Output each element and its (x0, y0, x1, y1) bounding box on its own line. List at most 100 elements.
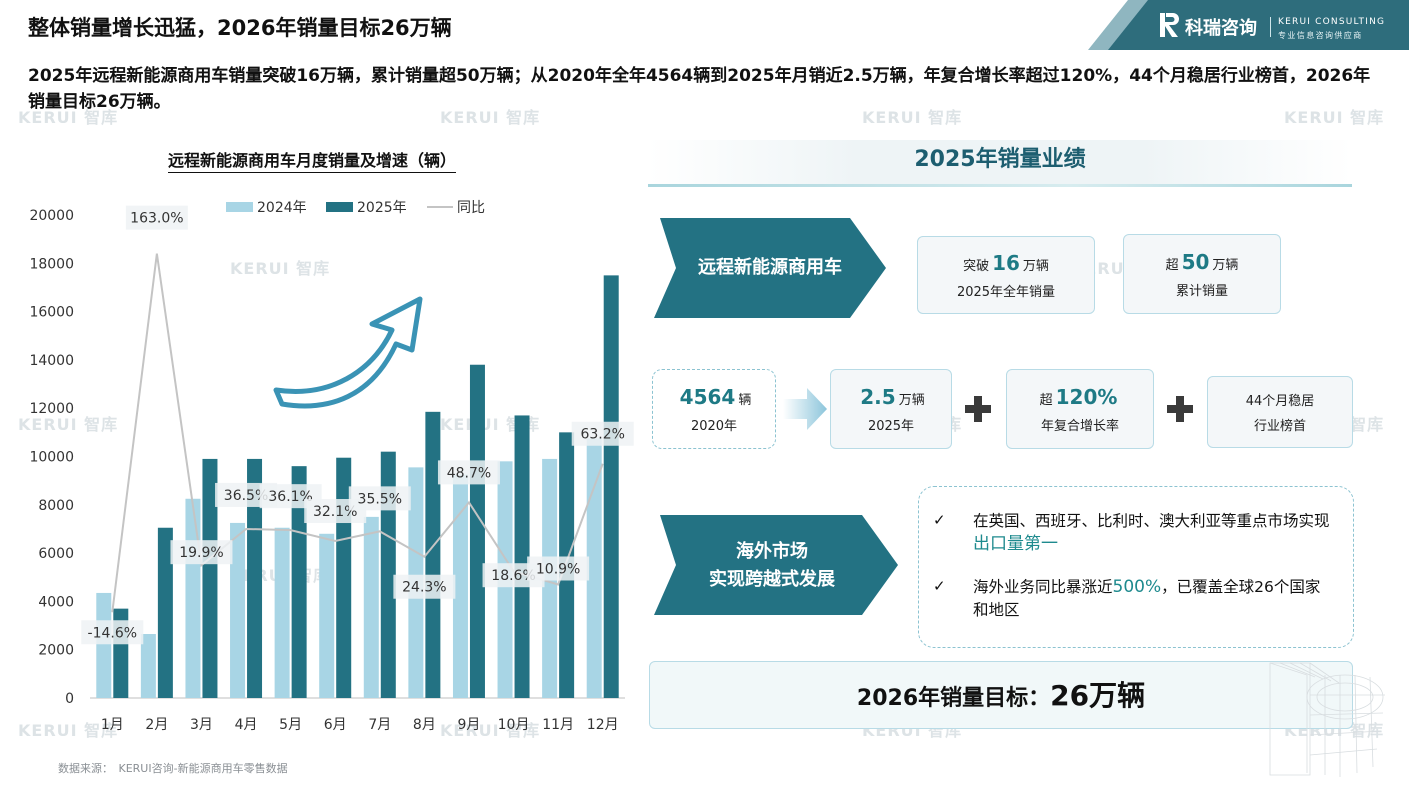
label-arrow-commercial (654, 218, 886, 318)
data-label-bg (348, 486, 411, 511)
data-label-bg (125, 205, 188, 230)
stat-box-annual: 突破 16 万辆 2025年全年销量 (917, 236, 1095, 314)
bar-2025 (425, 411, 441, 698)
growth-trend-arrow-icon (273, 296, 423, 409)
bar-2024 (586, 438, 602, 698)
yoy-data-label: 36.5% (224, 488, 268, 504)
y-tick-label: 20000 (29, 208, 74, 224)
bar-2024 (185, 498, 201, 698)
y-tick-label: 2000 (38, 643, 74, 659)
summary-text: 2025年远程新能源商用车销量突破16万辆，累计销量超50万辆；从2020年全年… (28, 66, 1371, 112)
bar-2024 (319, 533, 335, 698)
stat-unit: 万辆 (1212, 257, 1239, 273)
y-tick-label: 6000 (38, 546, 74, 562)
stat-box-2020: 4564 辆 2020年 (652, 369, 776, 449)
stat-box-cagr: 超 120% 年复合增长率 (1006, 369, 1154, 449)
x-tick-label: 2月 (145, 717, 168, 733)
check-icon: ✓ (933, 511, 946, 529)
bullet-text: 在英国、西班牙、比利时、澳大利亚等重点市场实现 (973, 512, 1330, 530)
performance-title: 2025年销量业绩 (648, 140, 1352, 184)
stat-box-cumulative: 超 50 万辆 累计销量 (1123, 234, 1281, 314)
performance-title-underline (648, 184, 1352, 187)
yoy-data-label: 19.9% (179, 545, 223, 561)
bar-2024 (230, 522, 246, 698)
stat-caption: 2025年 (867, 418, 915, 434)
overseas-details: ✓ 在英国、西班牙、比利时、澳大利亚等重点市场实现出口量第一 ✓ 海外业务同比暴… (918, 486, 1354, 648)
overseas-label-line2: 实现跨越式发展 (709, 569, 835, 590)
stat-unit: 辆 (738, 392, 752, 408)
stat-prefix: 超 (1165, 257, 1179, 273)
check-icon: ✓ (933, 577, 946, 595)
y-tick-label: 12000 (29, 401, 74, 417)
legend-swatch-2024 (226, 202, 253, 212)
stat-value: 2.5 (860, 384, 896, 409)
label-arrow-overseas (654, 515, 898, 615)
brand-separator (1270, 17, 1271, 37)
overseas-bullet-1: 在英国、西班牙、比利时、澳大利亚等重点市场实现出口量第一 (973, 510, 1333, 556)
x-tick-label: 6月 (324, 717, 347, 733)
sales-target: 2026年销量目标：26万辆 (649, 661, 1353, 729)
growth-arrow-icon (783, 388, 827, 430)
bar-2025 (202, 458, 218, 698)
highlight-text: 出口量第一 (973, 534, 1058, 554)
bar-2025 (514, 415, 530, 698)
page-title: 整体销量增长迅猛，2026年销量目标26万辆 (28, 16, 452, 40)
bar-2025 (603, 275, 619, 698)
x-tick-label: 5月 (279, 717, 302, 733)
highlight-text: 500% (1112, 577, 1162, 597)
wireframe-decoration (1269, 662, 1385, 777)
x-tick-label: 8月 (413, 717, 436, 733)
x-tick-label: 10月 (498, 717, 530, 733)
x-tick-label: 1月 (101, 717, 124, 733)
stat-unit: 万辆 (1022, 258, 1049, 274)
stat-caption: 2025年全年销量 (956, 284, 1056, 300)
x-tick-label: 3月 (190, 717, 213, 733)
x-tick-label: 9月 (457, 717, 480, 733)
bar-2024 (452, 474, 468, 698)
legend-label-2024: 2024年 (257, 200, 307, 216)
data-label-bg (527, 556, 590, 581)
stat-unit: 万辆 (898, 392, 925, 408)
yoy-data-label: -14.6% (88, 625, 138, 641)
stat-text: 44个月稳居 (1245, 394, 1315, 409)
stat-caption: 2020年 (690, 418, 738, 434)
bar-2025 (247, 458, 263, 698)
y-tick-label: 18000 (29, 256, 74, 272)
x-tick-label: 11月 (542, 717, 574, 733)
x-tick-label: 12月 (587, 717, 619, 733)
y-tick-label: 8000 (38, 498, 74, 514)
bullet-text: 海外业务同比暴涨近 (973, 578, 1113, 596)
stat-value: 16 (992, 250, 1020, 275)
stat-value: 50 (1181, 249, 1210, 274)
y-tick-label: 14000 (29, 353, 74, 369)
bullet-text: ，已覆盖全球26个国家和地区 (973, 578, 1321, 619)
yoy-data-label: 32.1% (313, 504, 357, 520)
x-tick-label: 4月 (235, 717, 258, 733)
stat-caption: 年复合增长率 (1040, 418, 1119, 434)
legend-label-yoy: 同比 (457, 200, 485, 216)
data-label-bg (437, 460, 500, 485)
overseas-bullet-2: 海外业务同比暴涨近500%，已覆盖全球26个国家和地区 (973, 576, 1333, 622)
bar-2024 (140, 634, 156, 698)
bar-2025 (157, 527, 173, 698)
brand-logo-icon (1160, 13, 1179, 37)
yoy-data-label: 36.1% (268, 489, 312, 505)
label-overseas: 海外市场 实现跨越式发展 (672, 528, 872, 604)
stat-value: 120% (1055, 384, 1118, 409)
plus-icon (965, 396, 991, 422)
bar-2025 (469, 364, 485, 698)
yoy-data-label: 24.3% (402, 580, 446, 596)
legend-label-2025: 2025年 (357, 200, 407, 216)
bar-2024 (274, 527, 290, 698)
bar-2024 (363, 516, 379, 698)
yoy-data-label: 18.6% (491, 568, 535, 584)
plus-icon (1167, 396, 1193, 422)
stat-prefix: 突破 (963, 258, 990, 274)
label-commercial-vehicle: 远程新能源商用车 (698, 257, 842, 278)
monthly-sales-chart: 0 2000 4000 6000 8000 10000 12000 14000 16000 180… (29, 200, 634, 733)
stat-box-2025-monthly: 2.5 万辆 2025年 (830, 369, 952, 449)
x-tick-label: 7月 (368, 717, 391, 733)
data-label-bg (393, 574, 456, 599)
y-tick-label: 10000 (29, 450, 74, 466)
stat-caption: 行业榜首 (1253, 419, 1306, 434)
